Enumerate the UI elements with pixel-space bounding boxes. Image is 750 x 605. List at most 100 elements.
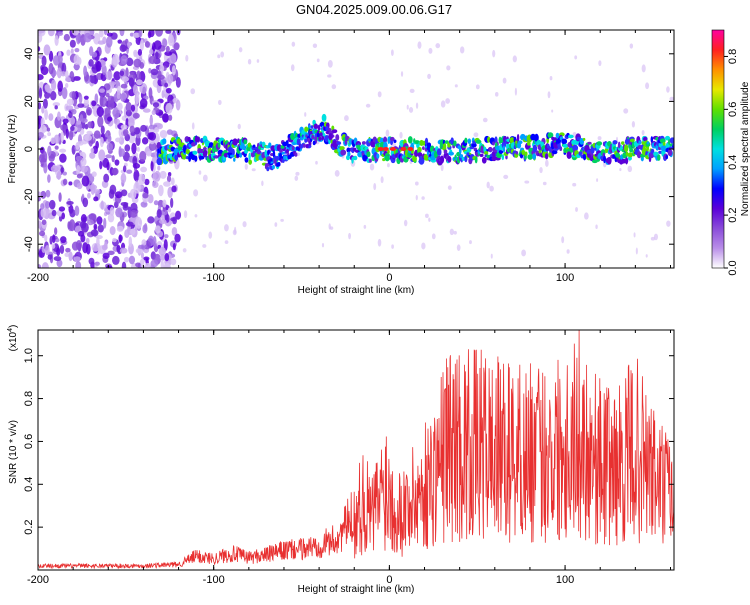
spectrogram-ridge-cell	[501, 141, 507, 149]
spectrogram-noise-cell	[50, 79, 57, 91]
spectrogram-noise-cell	[77, 141, 84, 146]
spectrogram-ridge-cell	[636, 151, 642, 159]
spectrogram-noise-cell	[105, 92, 110, 98]
spectrogram-peak-cell	[389, 147, 396, 151]
spectrogram-noise-cell	[160, 209, 168, 216]
x-tick-label: 0	[386, 574, 392, 586]
chart-title: GN04.2025.009.00.06.G17	[296, 2, 452, 17]
spectrogram-noise-cell	[170, 197, 174, 209]
spectrogram-noise-cell	[106, 161, 110, 171]
spectrogram-noise-cell	[90, 229, 99, 237]
spectrogram-noise-cell	[95, 60, 102, 72]
spectrogram-ridge-cell	[464, 155, 468, 163]
spectrogram-noise-cell	[69, 39, 76, 48]
spectrogram-ridge-cell	[662, 141, 666, 147]
spectrogram-noise-cell	[114, 124, 118, 130]
spectrogram-ridge-cell	[591, 159, 598, 164]
spectrogram-ridge-cell	[288, 154, 292, 159]
spectrogram-faint-cell	[645, 254, 648, 258]
spectrogram-noise-cell	[129, 32, 134, 37]
spectrogram-noise-cell	[54, 35, 59, 47]
spectrogram-noise-cell	[149, 116, 153, 125]
spectrogram-faint-cell	[251, 168, 256, 172]
spectrogram-noise-cell	[68, 111, 73, 119]
spectrogram-noise-cell	[175, 76, 181, 88]
x-tick-label: 0	[386, 272, 392, 284]
spectrogram-ridge-cell	[387, 136, 391, 145]
spectrogram-noise-cell	[73, 256, 81, 262]
spectrogram-ridge-cell	[239, 152, 243, 158]
spectrogram-noise-cell	[135, 262, 141, 268]
spectrogram-ridge-cell	[625, 151, 629, 156]
spectrogram-noise-cell	[167, 207, 172, 213]
spectrogram-faint-cell	[327, 60, 333, 68]
spectrogram-noise-cell	[140, 166, 148, 173]
spectrogram-ridge-cell	[491, 155, 497, 162]
spectrogram-ridge-cell	[424, 137, 429, 146]
spectrogram-faint-cell	[641, 64, 646, 73]
spectrogram-ridge-cell	[488, 147, 493, 152]
spectrogram-noise-cell	[164, 82, 169, 88]
spectrogram-noise-cell	[157, 165, 161, 171]
spectrogram-noise-cell	[112, 255, 120, 265]
spectrogram-noise-cell	[91, 171, 97, 177]
spectrogram-faint-cell	[256, 59, 260, 63]
spectrogram-noise-cell	[132, 163, 141, 169]
spectrogram-noise-cell	[68, 251, 73, 262]
spectrogram-ridge-cell	[557, 143, 561, 149]
spectrogram-ridge-cell	[294, 152, 298, 157]
spectrogram-ridge-cell	[471, 142, 477, 148]
spectrogram-noise-cell	[100, 200, 104, 210]
spectrogram-faint-cell	[440, 164, 444, 172]
spectrogram-ridge-cell	[448, 151, 454, 156]
colorbar-tick-label: 0.4	[727, 155, 739, 170]
spectrogram-noise-cell	[168, 114, 173, 121]
spectrogram-ridge-cell	[192, 150, 198, 155]
spectrogram-faint-cell	[627, 165, 633, 173]
spectrogram-ridge-cell	[624, 157, 629, 165]
spectrogram-noise-cell	[74, 48, 80, 53]
spectrogram-noise-cell	[171, 185, 177, 193]
spectrogram-ridge-cell	[650, 148, 655, 154]
spectrogram-noise-cell	[61, 212, 66, 220]
spectrogram-noise-cell	[119, 70, 125, 77]
spectrogram-noise-cell	[147, 31, 152, 39]
spectrogram-noise-cell	[154, 225, 161, 234]
spectrogram-ridge-cell	[532, 144, 538, 153]
spectrogram-ridge-cell	[612, 154, 616, 159]
spectrogram-ridge-cell	[393, 139, 397, 143]
colorbar-tick-label: 0.0	[727, 260, 739, 275]
spectrogram-noise-cell	[100, 125, 105, 135]
spectrogram-ridge-cell	[467, 138, 472, 145]
spectrogram-noise-cell	[76, 173, 83, 179]
snr-frame	[37, 329, 675, 571]
spectrogram-noise-cell	[166, 175, 172, 183]
spectrogram-ridge-cell	[562, 143, 569, 148]
spectrogram-noise-cell	[123, 256, 130, 263]
spectrogram-noise-cell	[76, 164, 81, 177]
spectrogram-noise-cell	[59, 244, 65, 255]
spectrogram-noise-cell	[68, 219, 76, 232]
spectrogram-noise-cell	[89, 73, 97, 84]
spectrogram-noise-cell	[140, 124, 147, 132]
spectrogram-noise-cell	[78, 93, 83, 104]
spectrogram-faint-cell	[421, 196, 425, 200]
spectrogram-ridge-cell	[587, 141, 592, 145]
spectrogram-noise-cell	[159, 254, 166, 261]
spectrogram-faint-cell	[428, 217, 431, 222]
spectrogram-noise-cell	[171, 65, 176, 76]
spectrogram-faint-cell	[182, 248, 187, 253]
spectrogram-peak-cell	[382, 147, 389, 151]
spectrogram-ridge-cell	[442, 143, 447, 149]
spectrogram-faint-cell	[447, 185, 452, 190]
spectrogram-noise-cell	[74, 205, 80, 217]
spectrogram-noise-cell	[40, 66, 49, 76]
spectrogram-noise-cell	[147, 132, 154, 140]
spectrogram-ridge-cell	[447, 156, 452, 163]
spectrogram-faint-cell	[183, 210, 188, 219]
spectrogram-noise-cell	[80, 157, 87, 166]
spectrogram-noise-cell	[120, 173, 127, 184]
spectrogram-noise-cell	[109, 206, 115, 217]
spectrogram-noise-cell	[58, 192, 62, 203]
